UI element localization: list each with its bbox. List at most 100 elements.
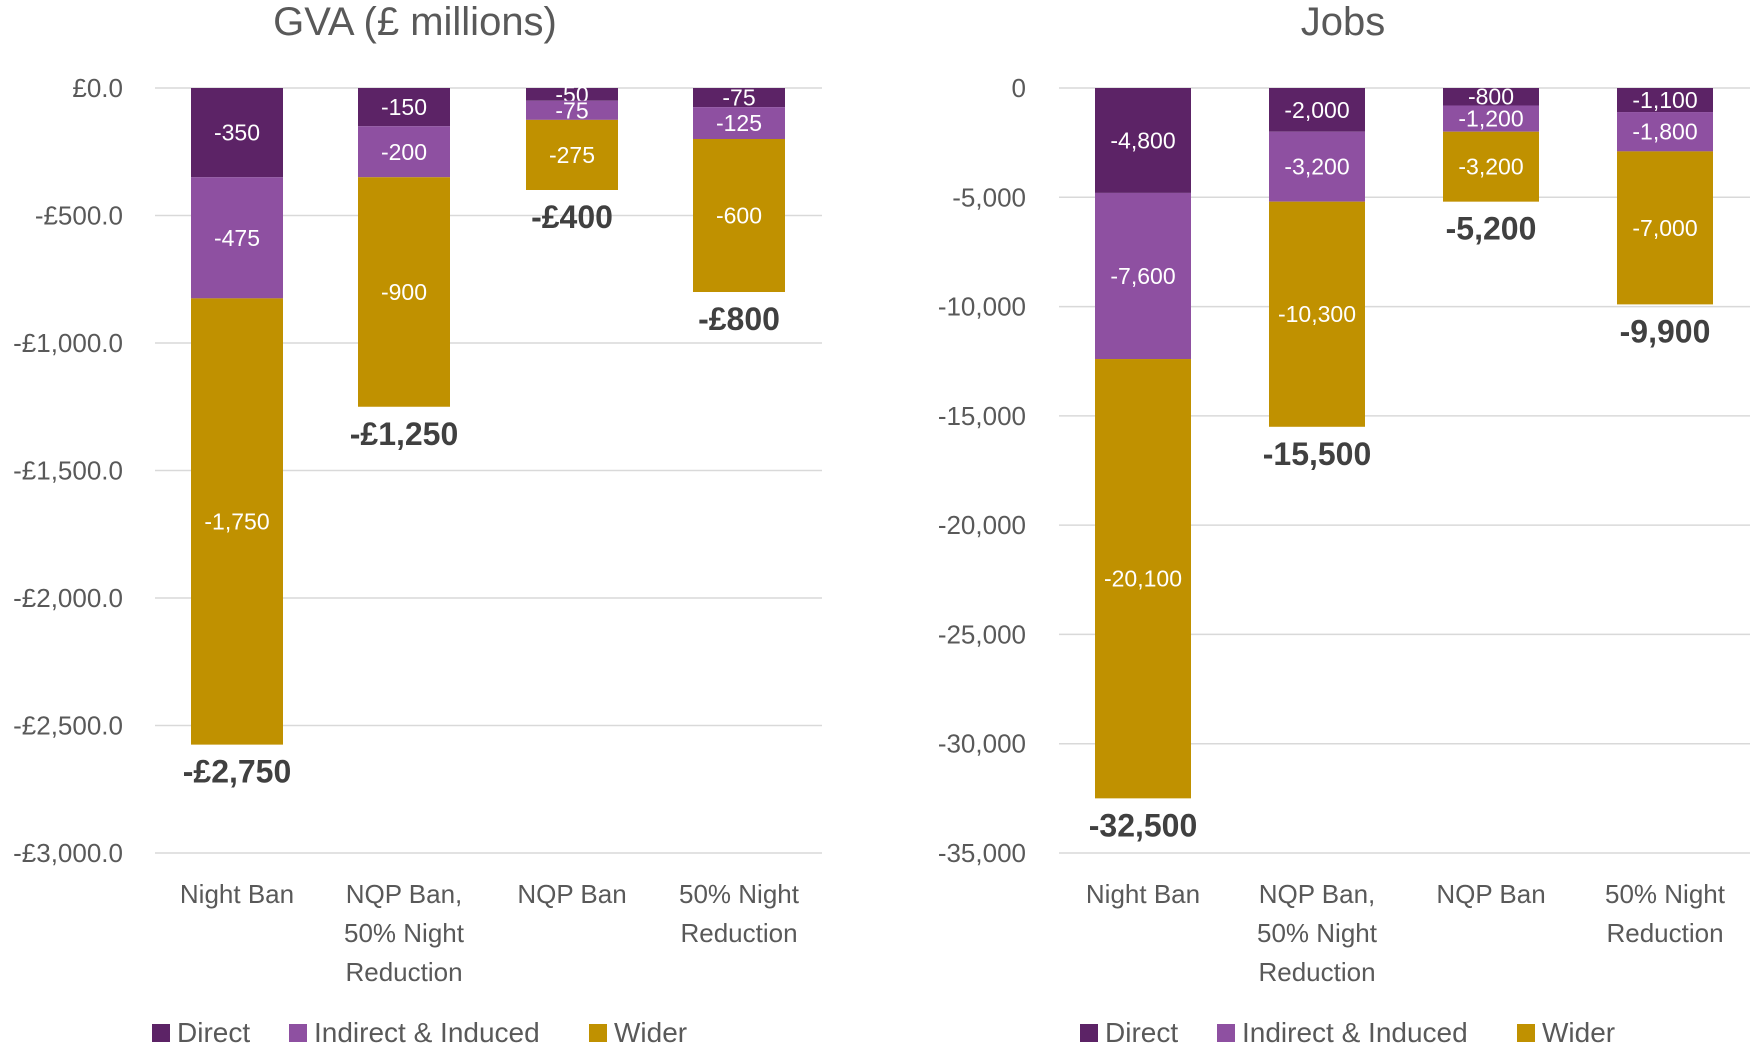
- bar-segment: [358, 126, 450, 178]
- bar-segment: [526, 100, 618, 120]
- segment-data-label: -2,000: [1284, 97, 1349, 123]
- category-label: NQP Ban: [1436, 879, 1545, 909]
- y-tick-label: £0.0: [72, 73, 123, 103]
- legend-swatch: [1517, 1024, 1535, 1042]
- y-tick-label: -25,000: [938, 619, 1026, 649]
- segment-data-label: -1,100: [1632, 87, 1697, 113]
- bar-segment: [1095, 88, 1191, 193]
- legend-label: Indirect & Induced: [314, 1017, 540, 1048]
- total-label: -5,200: [1446, 211, 1537, 247]
- category-label: Night Ban: [180, 879, 294, 909]
- segment-data-label: -125: [716, 110, 762, 136]
- legend-label: Direct: [1105, 1017, 1178, 1048]
- category-label: Reduction: [1606, 918, 1723, 948]
- total-label: -32,500: [1089, 807, 1198, 843]
- category-label: NQP Ban,: [346, 879, 463, 909]
- y-tick-label: -£500.0: [35, 201, 123, 231]
- bar-segment: [526, 88, 618, 101]
- y-tick-label: -£2,000.0: [13, 583, 123, 613]
- segment-data-label: -75: [722, 85, 755, 111]
- bar-segment: [1617, 88, 1713, 113]
- bar-segment: [693, 139, 785, 292]
- legend-swatch: [1217, 1024, 1235, 1042]
- gva-chart: GVA (£ millions) £0.0 -£500.0 -£1,000.0 -£1…: [13, 0, 822, 1048]
- y-tick-label: -£1,500.0: [13, 456, 123, 486]
- legend-swatch: [289, 1024, 307, 1042]
- total-label: -£800: [698, 301, 780, 337]
- segment-data-label: -10,300: [1278, 301, 1356, 327]
- category-label: 50% Night: [344, 918, 465, 948]
- bar-segment: [1617, 112, 1713, 152]
- total-label: -9,900: [1620, 313, 1711, 349]
- segment-data-label: -800: [1468, 84, 1514, 110]
- segment-data-label: -7,600: [1110, 263, 1175, 289]
- bar-segment: [358, 88, 450, 127]
- chart-title: GVA (£ millions): [273, 0, 557, 44]
- bar-segment: [1269, 88, 1365, 132]
- chart-title: Jobs: [1301, 0, 1386, 44]
- segment-data-label: -1,750: [204, 509, 269, 535]
- total-label: -£2,750: [183, 754, 292, 790]
- segment-data-label: -7,000: [1632, 215, 1697, 241]
- total-label: -15,500: [1263, 436, 1372, 472]
- legend-swatch: [1080, 1024, 1098, 1042]
- category-label: NQP Ban: [517, 879, 626, 909]
- y-tick-label: -30,000: [938, 729, 1026, 759]
- category-label: 50% Night: [679, 879, 800, 909]
- bar-segment: [526, 119, 618, 190]
- total-label: -£400: [531, 199, 613, 235]
- bar-segment: [693, 88, 785, 108]
- bar-segment: [693, 107, 785, 139]
- segment-data-label: -200: [381, 139, 427, 165]
- segment-data-label: -900: [381, 279, 427, 305]
- segment-data-label: -20,100: [1104, 566, 1182, 592]
- category-label: NQP Ban,: [1259, 879, 1376, 909]
- y-tick-label: -35,000: [938, 838, 1026, 868]
- segment-data-label: -475: [214, 225, 260, 251]
- legend-label: Wider: [1542, 1017, 1615, 1048]
- segment-data-label: -3,200: [1284, 154, 1349, 180]
- bar-segment: [191, 298, 283, 745]
- category-label: 50% Night: [1257, 918, 1378, 948]
- segment-data-label: -150: [381, 94, 427, 120]
- segment-data-label: -350: [214, 120, 260, 146]
- bar-segment: [1269, 201, 1365, 427]
- segment-data-label: -4,800: [1110, 127, 1175, 153]
- category-label: Reduction: [680, 918, 797, 948]
- segment-data-label: -275: [549, 142, 595, 168]
- bar-segment: [1443, 88, 1539, 106]
- legend-label: Indirect & Induced: [1242, 1017, 1468, 1048]
- bar-segment: [191, 88, 283, 178]
- category-label: Night Ban: [1086, 879, 1200, 909]
- bar-segment: [1443, 105, 1539, 132]
- y-tick-label: 0: [1012, 73, 1026, 103]
- segment-data-label: -600: [716, 203, 762, 229]
- y-tick-label: -£2,500.0: [13, 711, 123, 741]
- y-tick-label: -£3,000.0: [13, 838, 123, 868]
- segment-data-label: -1,800: [1632, 119, 1697, 145]
- y-tick-label: -15,000: [938, 401, 1026, 431]
- category-label: Reduction: [345, 957, 462, 987]
- total-label: -£1,250: [350, 416, 459, 452]
- bar-segment: [191, 177, 283, 299]
- y-tick-label: -10,000: [938, 292, 1026, 322]
- y-tick-label: -£1,000.0: [13, 328, 123, 358]
- bar-segment: [1617, 151, 1713, 305]
- bar-segment: [1095, 359, 1191, 799]
- bar-segment: [358, 177, 450, 407]
- legend-swatch: [589, 1024, 607, 1042]
- jobs-chart: Jobs 0 -5,000 -10,000 -15,000 -20,000 -25,000…: [938, 0, 1750, 1048]
- legend-swatch: [152, 1024, 170, 1042]
- legend-label: Wider: [614, 1017, 687, 1048]
- segment-data-label: -75: [555, 97, 588, 123]
- legend-label: Direct: [177, 1017, 250, 1048]
- category-label: 50% Night: [1605, 879, 1726, 909]
- y-tick-label: -20,000: [938, 510, 1026, 540]
- y-tick-label: -5,000: [952, 182, 1026, 212]
- segment-data-label: -3,200: [1458, 154, 1523, 180]
- bar-segment: [1095, 192, 1191, 360]
- bar-segment: [1269, 131, 1365, 202]
- category-label: Reduction: [1258, 957, 1375, 987]
- segment-data-label: -1,200: [1458, 106, 1523, 132]
